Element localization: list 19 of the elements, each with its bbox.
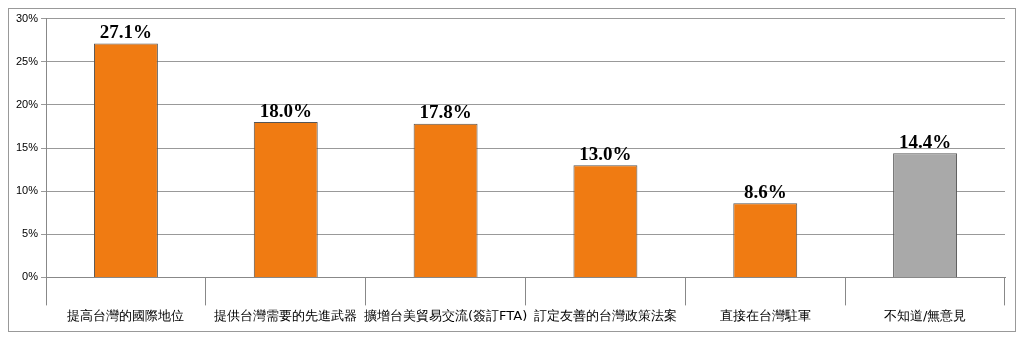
x-tick-label: 直接在台灣駐軍 (719, 307, 811, 323)
x-tick-label: 提供台灣需要的先進武器 (214, 307, 358, 323)
x-tick-label: 訂定友善的台灣政策法案 (533, 307, 677, 323)
x-tick-label: 擴增台美貿易交流(簽訂FTA) (363, 307, 528, 323)
data-label: 18.0% (259, 99, 312, 121)
data-label: 17.8% (419, 101, 472, 123)
y-tick-label: 10% (15, 184, 39, 197)
data-label: 8.6% (743, 180, 787, 202)
data-label: 13.0% (579, 142, 632, 164)
y-tick-label: 20% (15, 97, 39, 110)
y-tick-label: 0% (22, 270, 39, 283)
data-label: 27.1% (99, 21, 153, 43)
y-tick-label: 25% (15, 54, 39, 67)
data-label: 14.4% (898, 130, 952, 152)
y-tick-label: 15% (15, 141, 39, 154)
x-tick-label: 提高台灣的國際地位 (67, 307, 185, 323)
y-tick-label: 30% (15, 11, 39, 24)
y-tick-label: 5% (22, 227, 39, 240)
x-tick-label: 不知道/無意見 (883, 307, 967, 323)
